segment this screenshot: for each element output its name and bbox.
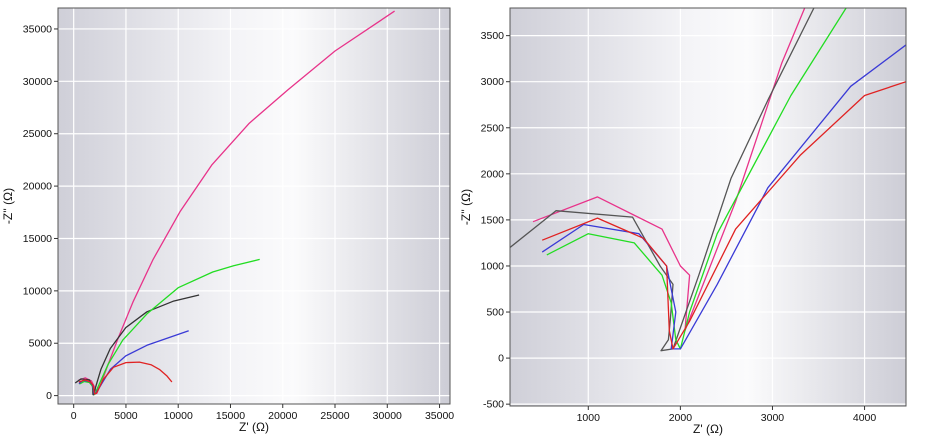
chart1-series-line-2 — [74, 294, 200, 396]
chart2-y-tick-label: -500 — [483, 399, 504, 411]
chart1-x-tick-label: 30000 — [373, 410, 402, 422]
chart2-series-line-2 — [510, 8, 815, 352]
chart2-y-axis-title: -Z'' (Ω) — [459, 189, 473, 225]
chart2-y-tick-label: 3000 — [481, 76, 505, 88]
chart1-y-tick-label: 30000 — [23, 76, 52, 88]
chart2-series-line-4 — [541, 44, 906, 350]
chart1-x-tick-label: 20000 — [268, 410, 297, 422]
chart1-x-tick-label: 5000 — [114, 410, 138, 422]
chart1-y-tick-label: 20000 — [23, 181, 52, 193]
chart1-y-tick-label: 15000 — [23, 233, 52, 245]
chart2-plot-frame — [509, 7, 907, 407]
chart2-x-tick-label: 4000 — [853, 412, 877, 424]
chart2-plot-area — [510, 8, 906, 406]
chart2-series-line-3 — [546, 8, 847, 350]
chart2-y-tick-label: 2000 — [481, 168, 505, 180]
chart1-x-tick-label: 15000 — [216, 410, 245, 422]
chart1-plot-frame — [57, 7, 451, 405]
chart1-x-tick-label: 0 — [71, 410, 77, 422]
chart2-series-line-1 — [532, 8, 806, 332]
chart1-y-tick-label: 10000 — [23, 285, 52, 297]
chart1-y-tick-label: 0 — [46, 390, 52, 402]
chart2-y-tick-label: 500 — [486, 307, 504, 319]
chart1-x-tick-label: 35000 — [425, 410, 454, 422]
chart1-x-tick-label: 25000 — [320, 410, 349, 422]
chart1-series-line-5 — [78, 361, 173, 395]
chart2-x-axis-title: Z' (Ω) — [693, 422, 723, 436]
chart2-y-tick-label: 0 — [498, 353, 504, 365]
chart2-y-tick-label: 1500 — [481, 214, 505, 226]
chart1-y-tick-label: 35000 — [23, 23, 52, 35]
chart1-plot-area — [58, 8, 450, 404]
chart1-series-line-3 — [79, 258, 260, 396]
chart1-y-tick-label: 25000 — [23, 128, 52, 140]
chart1-x-tick-label: 10000 — [164, 410, 193, 422]
chart1-series-line-1 — [78, 10, 395, 395]
chart1-y-axis-title: -Z'' (Ω) — [1, 188, 15, 224]
chart2-y-tick-label: 3500 — [481, 30, 505, 42]
chart2-y-tick-label: 2500 — [481, 122, 505, 134]
chart2-x-tick-label: 2000 — [669, 412, 693, 424]
nyquist-plot-full: 0 5000 10000 15000 20000 25000 30000 35000 0 5000… — [1, 7, 454, 434]
chart1-x-axis-title: Z' (Ω) — [239, 420, 269, 434]
chart2-y-tick-label: 1000 — [481, 260, 505, 272]
chart2-x-tick-label: 3000 — [761, 412, 785, 424]
chart2-series-line-5 — [541, 81, 906, 350]
nyquist-plot-zoomed: 1000 2000 3000 4000 -500 0 500 1000 1500 2000 2500… — [459, 7, 907, 436]
chart1-y-tick-label: 5000 — [29, 338, 53, 350]
chart2-x-tick-label: 1000 — [577, 412, 601, 424]
